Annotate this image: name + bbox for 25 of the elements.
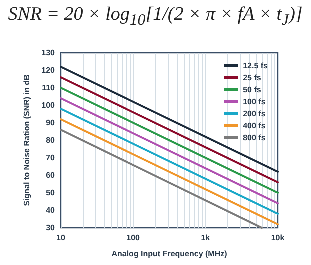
- y-axis-title: Signal to Noise Ration (SNR) in dB: [22, 74, 32, 206]
- y-tick-label: 40: [46, 206, 56, 215]
- legend-label: 100 fs: [243, 98, 266, 106]
- legend-label: 400 fs: [243, 122, 266, 130]
- legend-label: 25 fs: [243, 74, 262, 82]
- legend-label: 12.5 fs: [243, 62, 269, 70]
- x-tick-label: 10k: [271, 234, 286, 242]
- y-tick-label: 120: [42, 66, 56, 75]
- y-tick-label: 30: [46, 224, 56, 232]
- legend-label: 200 fs: [243, 110, 266, 118]
- chart-title: SNR = 20 × log$_{10}$[1/(2 × π × fA × t$_{J}$)]: [7, 4, 304, 30]
- legend-label: 800 fs: [243, 134, 266, 142]
- legend-label: 50 fs: [243, 86, 262, 94]
- y-tick-label: 90: [46, 118, 56, 128]
- y-tick-label: 100: [42, 101, 56, 110]
- x-tick-label: 100: [126, 234, 141, 242]
- x-tick-label: 10: [56, 234, 66, 242]
- y-tick-label: 110: [42, 84, 56, 92]
- y-tick-label: 130: [42, 48, 56, 58]
- y-tick-label: 70: [46, 154, 56, 162]
- x-axis-title: Analog Input Frequency (MHz): [112, 250, 228, 258]
- y-tick-label: 60: [46, 171, 56, 180]
- y-tick-label: 50: [46, 188, 56, 198]
- y-tick-label: 80: [46, 136, 56, 145]
- x-tick-label: 1k: [201, 234, 211, 242]
